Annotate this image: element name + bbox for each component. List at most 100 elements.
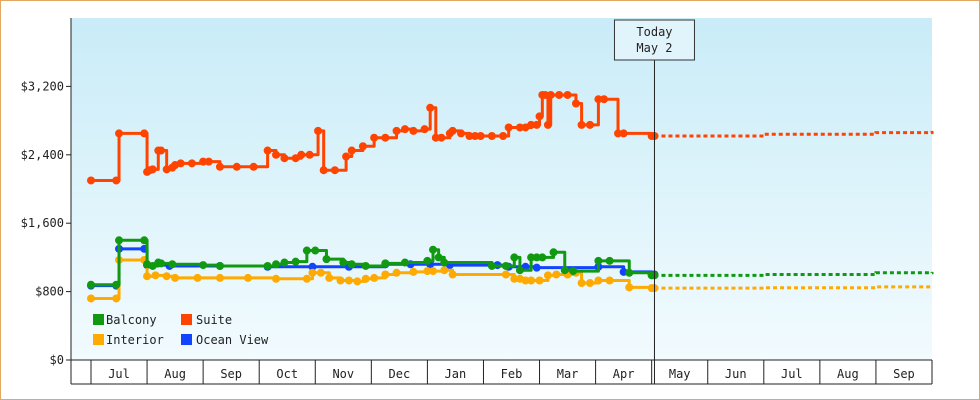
data-point-interior (171, 273, 180, 282)
data-point-interior (527, 276, 536, 285)
data-point-suite (370, 133, 379, 142)
data-point-balcony (199, 261, 208, 270)
data-point-balcony (112, 280, 121, 289)
today-box-rect (613, 19, 695, 61)
data-point-suite (504, 123, 513, 132)
data-point-interior (215, 273, 224, 282)
data-point-ocean-view (532, 263, 541, 272)
month-label-aug-1: Aug (164, 367, 186, 381)
data-point-interior (543, 271, 552, 280)
y-tick-label-2400: $2,400 (21, 148, 64, 162)
legend-swatch-ocean-view (181, 334, 192, 345)
data-point-suite (409, 126, 418, 135)
today-label-box: Today May 2 (613, 19, 695, 61)
data-point-suite (199, 157, 208, 166)
data-point-interior (577, 279, 586, 288)
data-point-interior (594, 276, 603, 285)
y-tick-0: $0 (50, 353, 71, 367)
data-point-interior (193, 273, 202, 282)
data-point-interior (336, 276, 345, 285)
legend-label-suite: Suite (196, 313, 232, 327)
data-point-balcony (538, 253, 547, 262)
data-point-suite (280, 154, 289, 163)
data-point-balcony (515, 266, 524, 275)
data-point-balcony (569, 267, 578, 276)
y-tick-800: $800 (35, 285, 71, 299)
data-point-suite (487, 131, 496, 140)
data-point-interior (353, 277, 362, 286)
data-point-suite (499, 131, 508, 140)
y-tick-3200: $3,200 (21, 79, 71, 93)
data-point-suite (532, 120, 541, 129)
data-point-suite (305, 150, 314, 159)
data-point-balcony (322, 255, 331, 264)
data-point-balcony (263, 261, 272, 270)
data-point-suite (140, 129, 149, 138)
month-label-jul-2: Jul (781, 367, 803, 381)
today-date: May 2 (636, 41, 672, 55)
data-point-interior (381, 270, 390, 279)
month-label-dec: Dec (389, 367, 411, 381)
data-point-interior (143, 272, 152, 281)
data-point-suite (431, 133, 440, 142)
data-point-balcony (291, 257, 300, 266)
data-point-interior (423, 267, 432, 276)
data-point-balcony (625, 268, 634, 277)
data-point-balcony (429, 245, 438, 254)
data-point-suite (465, 131, 474, 140)
legend: Balcony Suite Interior Ocean View (93, 313, 269, 347)
month-label-may: May (669, 367, 691, 381)
forecast-lines (654, 130, 934, 290)
data-point-interior (501, 270, 510, 279)
data-point-suite (115, 129, 124, 138)
legend-label-interior: Interior (106, 333, 164, 347)
data-point-balcony (527, 253, 536, 262)
data-point-suite (515, 123, 524, 132)
data-point-suite (563, 90, 572, 99)
y-tick-label-0: $0 (50, 353, 64, 367)
data-point-suite (232, 162, 241, 171)
data-point-balcony (157, 259, 166, 268)
y-tick-label-3200: $3,200 (21, 79, 64, 93)
data-point-suite (112, 176, 121, 185)
series-interior (87, 255, 659, 303)
data-point-suite (535, 112, 544, 121)
data-point-suite (585, 120, 594, 129)
legend-swatch-balcony (93, 314, 104, 325)
data-point-suite (426, 103, 435, 112)
data-point-suite (272, 150, 281, 159)
data-point-balcony (302, 246, 311, 255)
month-label-jan: Jan (445, 367, 467, 381)
data-point-interior (370, 273, 379, 282)
data-point-interior (308, 268, 317, 277)
series-suite (87, 90, 659, 185)
data-point-balcony (311, 246, 320, 255)
data-point-balcony (272, 260, 281, 269)
data-point-interior (392, 268, 401, 277)
y-tick-label-800: $800 (35, 285, 64, 299)
data-point-balcony (532, 253, 541, 262)
legend-label-balcony: Balcony (106, 313, 157, 327)
data-point-balcony (560, 266, 569, 275)
data-point-interior (316, 268, 325, 277)
data-point-balcony (605, 256, 614, 265)
data-point-suite (594, 95, 603, 104)
data-point-interior (521, 276, 530, 285)
data-point-suite (600, 95, 609, 104)
data-point-balcony (280, 258, 289, 267)
data-point-interior (243, 273, 252, 282)
data-point-suite (342, 152, 351, 161)
data-point-suite (215, 162, 224, 171)
data-point-suite (420, 125, 429, 134)
data-point-suite (619, 129, 628, 138)
forecast-line-balcony (654, 271, 934, 277)
plot-area (71, 18, 932, 360)
month-label-apr: Apr (613, 367, 635, 381)
data-point-suite (400, 125, 409, 134)
data-point-balcony (400, 258, 409, 267)
data-point-interior (162, 272, 171, 281)
data-point-balcony (87, 280, 95, 289)
data-point-interior (112, 294, 121, 303)
data-point-suite (541, 90, 550, 99)
data-point-balcony (168, 260, 177, 269)
